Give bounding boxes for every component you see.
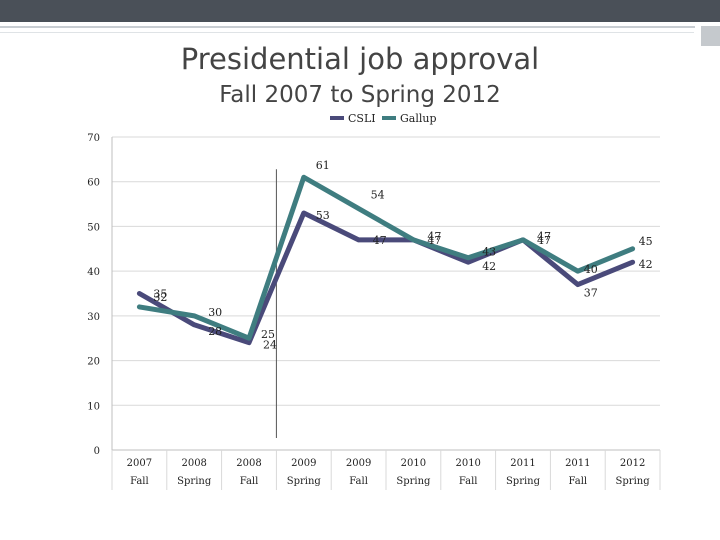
x-tick-term: Spring <box>177 476 212 487</box>
data-label-gallup: 25 <box>261 328 275 341</box>
data-label-gallup: 32 <box>153 291 167 304</box>
slide-top-bar <box>0 0 720 22</box>
data-label-gallup: 47 <box>537 230 551 243</box>
y-tick-label: 40 <box>87 267 100 278</box>
x-tick-term: Spring <box>616 476 651 487</box>
slide-divider-thin <box>0 32 694 33</box>
data-label-csli: 28 <box>208 325 222 338</box>
x-tick-term: Spring <box>506 476 541 487</box>
x-tick-year: 2011 <box>510 458 535 469</box>
data-label-gallup: 43 <box>482 246 496 259</box>
x-tick-year: 2012 <box>620 458 645 469</box>
data-label-gallup: 40 <box>584 263 598 276</box>
y-tick-label: 60 <box>87 178 100 189</box>
data-label-csli: 47 <box>373 234 387 247</box>
data-label-gallup: 30 <box>208 306 222 319</box>
data-label-csli: 37 <box>584 287 598 300</box>
x-tick-term: Fall <box>349 476 368 487</box>
x-tick-term: Spring <box>287 476 322 487</box>
y-tick-label: 0 <box>94 446 100 457</box>
x-tick-term: Fall <box>459 476 478 487</box>
legend-label-csli: CSLI <box>348 112 376 125</box>
data-label-csli: 35 <box>153 288 167 301</box>
legend-label-gallup: Gallup <box>400 112 437 125</box>
x-tick-year: 2008 <box>236 458 261 469</box>
series-line-gallup <box>136 174 636 341</box>
data-label-gallup: 47 <box>427 230 441 243</box>
x-tick-year: 2007 <box>127 458 152 469</box>
data-label-csli: 47 <box>537 234 551 247</box>
data-label-csli: 42 <box>482 260 496 273</box>
x-tick-term: Fall <box>240 476 259 487</box>
y-tick-label: 70 <box>87 133 100 144</box>
chart-subtitle: Fall 2007 to Spring 2012 <box>219 82 501 108</box>
data-label-csli: 47 <box>427 234 441 247</box>
slide-corner-box <box>701 26 720 46</box>
data-label-csli: 53 <box>316 209 330 222</box>
y-tick-label: 50 <box>87 222 100 233</box>
slide-divider <box>0 26 695 28</box>
data-label-gallup: 45 <box>639 235 653 248</box>
y-tick-label: 20 <box>87 357 100 368</box>
x-tick-year: 2010 <box>401 458 426 469</box>
y-tick-label: 30 <box>87 312 100 323</box>
x-tick-year: 2010 <box>455 458 480 469</box>
x-tick-term: Spring <box>396 476 431 487</box>
data-label-csli: 42 <box>639 258 653 271</box>
data-label-gallup: 61 <box>316 159 330 172</box>
y-tick-label: 10 <box>87 401 100 412</box>
series-line-csli <box>136 210 636 346</box>
x-tick-year: 2009 <box>346 458 371 469</box>
data-label-gallup: 54 <box>371 189 385 202</box>
x-tick-term: Fall <box>130 476 149 487</box>
x-tick-year: 2011 <box>565 458 590 469</box>
data-label-csli: 24 <box>263 339 277 352</box>
x-tick-term: Fall <box>568 476 587 487</box>
chart-title: Presidential job approval <box>180 42 540 76</box>
x-tick-year: 2008 <box>181 458 206 469</box>
x-tick-year: 2009 <box>291 458 316 469</box>
